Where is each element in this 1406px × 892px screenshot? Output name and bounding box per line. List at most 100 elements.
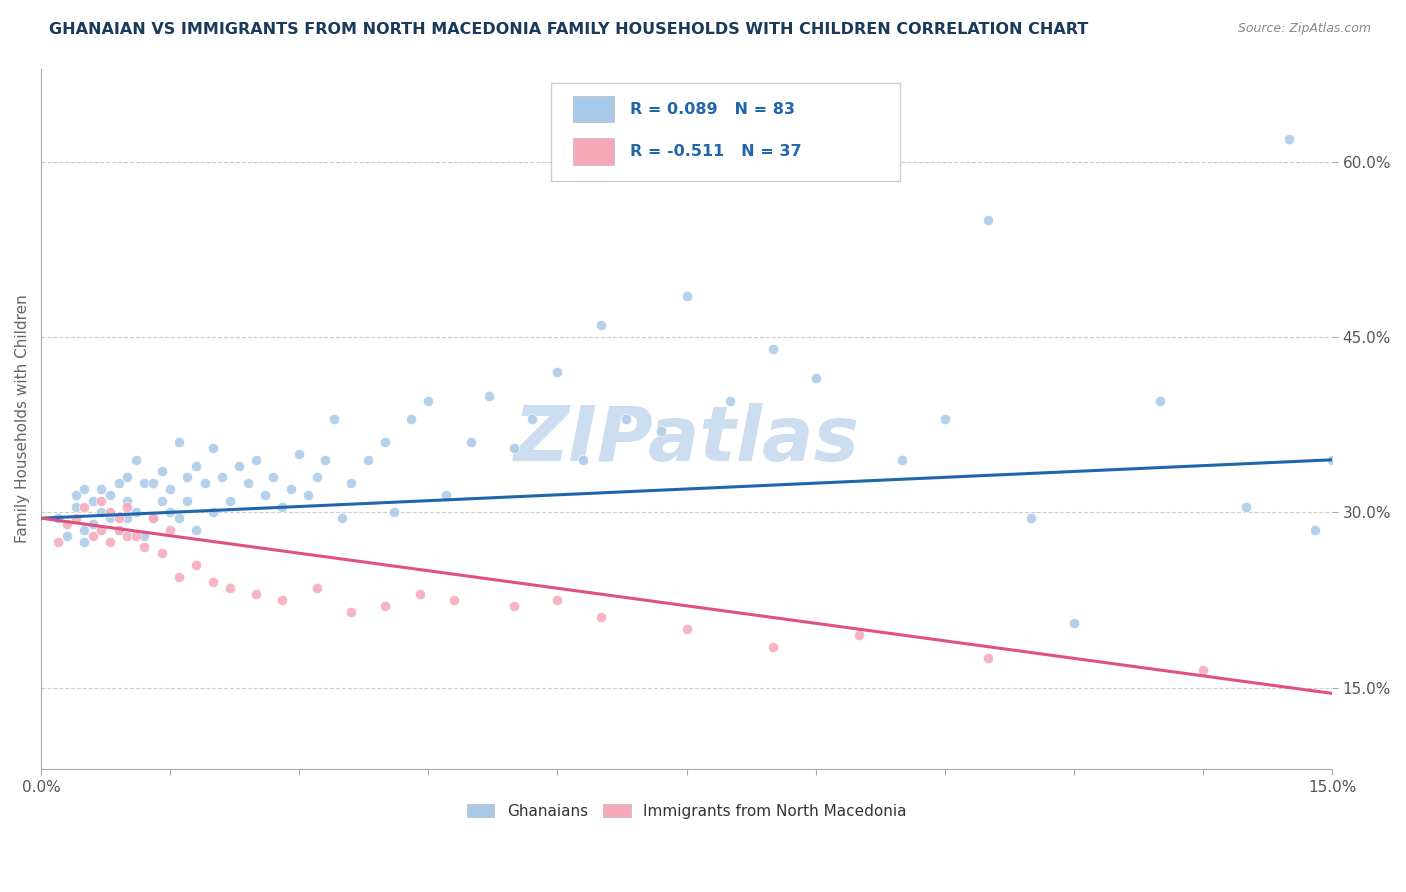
Point (219, 493, 242, 508)
Point (167, 569, 190, 583)
Point (90, 493, 112, 508)
Point (1234, 500, 1257, 514)
Point (675, 622, 697, 636)
Point (90, 482, 112, 496)
Point (890, 452, 912, 467)
FancyBboxPatch shape (574, 95, 614, 122)
Point (434, 488, 457, 502)
Point (1320, 452, 1343, 467)
Point (1063, 616, 1085, 631)
Point (253, 488, 276, 502)
Point (478, 388, 501, 402)
Point (150, 546, 173, 560)
Point (297, 488, 319, 502)
Point (305, 581, 328, 595)
Point (142, 476, 165, 491)
Point (211, 470, 233, 484)
Point (460, 435, 482, 450)
Text: GHANAIAN VS IMMIGRANTS FROM NORTH MACEDONIA FAMILY HOUSEHOLDS WITH CHILDREN CORR: GHANAIAN VS IMMIGRANTS FROM NORTH MACEDO… (49, 22, 1088, 37)
Point (176, 493, 198, 508)
Point (150, 493, 173, 508)
Point (73, 500, 96, 514)
Point (184, 523, 207, 537)
Point (589, 610, 612, 624)
Point (614, 412, 637, 426)
Point (1278, 131, 1301, 145)
Point (125, 452, 148, 467)
FancyBboxPatch shape (551, 83, 900, 181)
Point (340, 605, 363, 619)
Point (503, 441, 526, 455)
Point (589, 318, 612, 333)
Point (65, 511, 87, 525)
Point (236, 476, 259, 491)
Point (547, 365, 569, 379)
Point (90, 523, 112, 537)
Point (977, 651, 1000, 665)
Point (107, 511, 129, 525)
Point (374, 599, 396, 613)
Point (219, 581, 242, 595)
Point (1019, 511, 1042, 525)
Point (271, 593, 294, 607)
Point (288, 447, 311, 461)
Point (73, 534, 96, 549)
Point (409, 587, 432, 601)
Point (107, 523, 129, 537)
Point (718, 394, 741, 409)
Point (176, 470, 198, 484)
Point (142, 511, 165, 525)
Point (82, 493, 104, 508)
Point (73, 482, 96, 496)
Point (82, 529, 104, 543)
Point (46, 511, 69, 525)
Point (82, 516, 104, 531)
Point (675, 289, 697, 303)
Point (107, 476, 129, 491)
Point (115, 470, 138, 484)
Point (305, 470, 328, 484)
Point (107, 523, 129, 537)
Point (134, 476, 156, 491)
Point (340, 476, 363, 491)
Point (443, 593, 465, 607)
Point (1192, 663, 1215, 677)
Point (357, 452, 380, 467)
Point (804, 371, 827, 385)
Text: R = -0.511   N = 37: R = -0.511 N = 37 (630, 144, 801, 159)
Point (572, 452, 595, 467)
Point (520, 412, 543, 426)
Point (65, 500, 87, 514)
Point (115, 529, 138, 543)
Point (90, 505, 112, 519)
Point (56, 529, 79, 543)
Point (184, 558, 207, 572)
Point (848, 155, 870, 169)
Point (73, 523, 96, 537)
Point (159, 505, 181, 519)
Point (98, 505, 121, 519)
Point (503, 599, 526, 613)
Point (194, 476, 217, 491)
Point (202, 441, 225, 455)
Point (98, 511, 121, 525)
Point (98, 488, 121, 502)
Point (263, 470, 285, 484)
Point (418, 394, 440, 409)
Point (977, 213, 1000, 227)
Point (280, 482, 302, 496)
Point (115, 493, 138, 508)
FancyBboxPatch shape (574, 138, 614, 164)
Point (167, 435, 190, 450)
Point (271, 500, 294, 514)
Point (382, 505, 405, 519)
Point (46, 534, 69, 549)
Text: ZIPatlas: ZIPatlas (513, 403, 859, 477)
Point (650, 424, 672, 438)
Point (322, 412, 344, 426)
Point (65, 488, 87, 502)
Point (399, 412, 422, 426)
Point (762, 342, 785, 356)
Point (56, 516, 79, 531)
Point (134, 541, 156, 555)
